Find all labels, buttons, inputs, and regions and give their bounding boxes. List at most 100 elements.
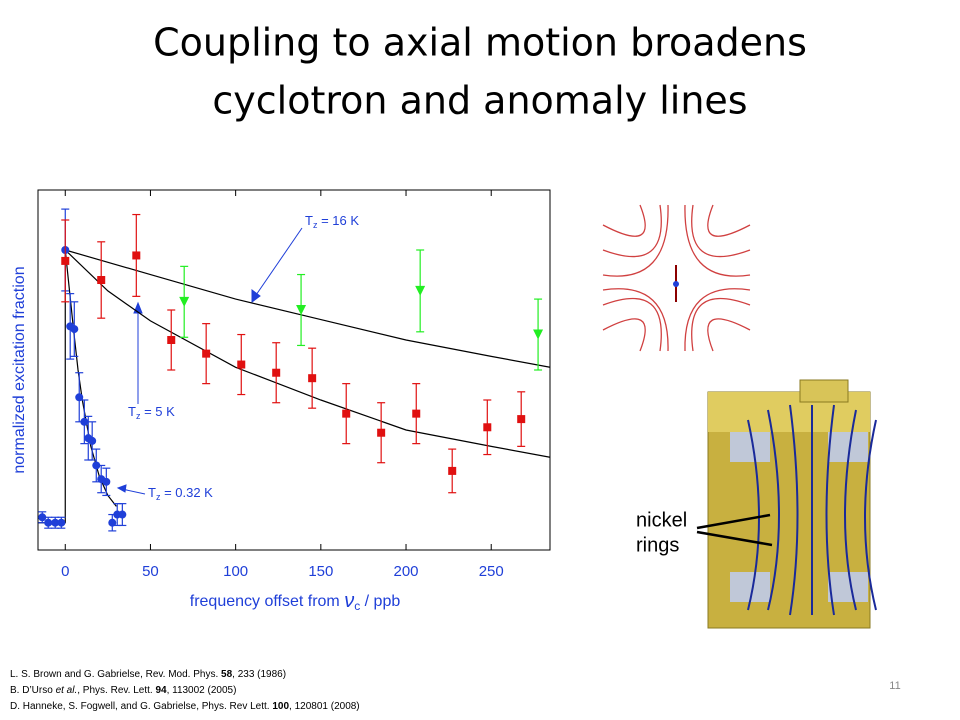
- point: [132, 251, 141, 260]
- arrow: [696, 513, 771, 530]
- point: [179, 296, 190, 307]
- ref-text: , 233 (1986): [232, 669, 286, 680]
- point: [377, 428, 386, 437]
- references: L. S. Brown and G. Gabrielse, Rev. Mod. …: [10, 669, 360, 712]
- ref-text: B. D’Urso: [10, 685, 56, 696]
- x-tick-label: 250: [479, 563, 504, 580]
- point: [75, 393, 84, 402]
- trap-label: nickel: [636, 509, 687, 531]
- point: [97, 276, 106, 284]
- reference: B. D’Urso et al., Phys. Rev. Lett. 94, 1…: [10, 685, 236, 696]
- ref-italic: et al.: [56, 685, 78, 696]
- slide-title: Coupling to axial motion broadens: [153, 21, 807, 65]
- point: [296, 305, 307, 315]
- point: [483, 423, 492, 432]
- annotation-text: T: [128, 404, 136, 419]
- arrowhead: [251, 289, 261, 303]
- point: [415, 285, 426, 296]
- ref-text: , Phys. Rev. Lett.: [77, 685, 155, 696]
- arrowhead: [116, 484, 127, 493]
- x-label-text: / ppb: [360, 593, 400, 610]
- point: [61, 256, 70, 265]
- point: [38, 513, 47, 522]
- x-axis-label: frequency offset from νc / ppb: [190, 590, 401, 613]
- fit-curves: [38, 249, 551, 524]
- reference: L. S. Brown and G. Gabrielse, Rev. Mod. …: [10, 669, 286, 680]
- x-tick-label: 0: [61, 563, 69, 580]
- annotation-text: T: [148, 485, 156, 500]
- x-tick-label: 50: [142, 563, 159, 580]
- plot-frame: [37, 189, 551, 551]
- point: [202, 349, 211, 358]
- fit-curve: [65, 249, 551, 368]
- field-line: [602, 288, 669, 352]
- field-lines-diagram: [602, 204, 751, 352]
- particle: [673, 281, 679, 287]
- field-line: [602, 204, 669, 277]
- field-line: [684, 288, 751, 352]
- ref-volume: 58: [221, 669, 233, 680]
- point: [448, 466, 457, 475]
- annotation-arrows: [116, 227, 303, 495]
- x-tick-label: 100: [223, 563, 248, 580]
- trap-window: [730, 432, 770, 462]
- point: [308, 374, 317, 383]
- ref-text: D. Hanneke, S. Fogwell, and G. Gabrielse…: [10, 701, 272, 712]
- trap-window: [828, 572, 868, 602]
- series: [61, 213, 526, 494]
- annotation-sub: z: [156, 492, 161, 502]
- point: [237, 360, 246, 369]
- point: [44, 518, 53, 527]
- ref-text: L. S. Brown and G. Gabrielse, Rev. Mod. …: [10, 669, 221, 680]
- annotation-text: = 5 K: [140, 404, 175, 419]
- series: [179, 249, 544, 371]
- ref-volume: 100: [272, 701, 289, 712]
- ref-text: , 120801 (2008): [289, 701, 360, 712]
- point: [108, 518, 117, 527]
- field-line: [684, 204, 751, 277]
- y-axis-label: normalized excitation fraction: [11, 266, 28, 473]
- point: [80, 417, 89, 426]
- point: [70, 325, 79, 334]
- ref-volume: 94: [155, 685, 167, 696]
- point: [342, 409, 351, 418]
- annotation-text: = 0.32 K: [160, 485, 213, 500]
- point: [88, 436, 97, 445]
- annotation: Tz = 5 K: [128, 404, 175, 421]
- point: [412, 409, 421, 418]
- page-number: 11: [889, 680, 900, 692]
- x-label-sub: c: [354, 599, 360, 613]
- ref-text: , 113002 (2005): [167, 685, 237, 696]
- arrow: [121, 488, 146, 495]
- point: [167, 336, 176, 344]
- annotation-text: T: [305, 213, 313, 228]
- x-label-text: frequency offset from: [190, 593, 344, 610]
- arrow: [253, 227, 303, 299]
- trap-label: rings: [636, 534, 679, 556]
- annotation-text: = 16 K: [317, 213, 359, 228]
- point: [57, 518, 66, 527]
- x-tick-label: 200: [394, 563, 419, 580]
- annotation: Tz = 16 K: [305, 213, 359, 230]
- point: [51, 518, 60, 527]
- reference: D. Hanneke, S. Fogwell, and G. Gabrielse…: [10, 701, 360, 712]
- annotation-sub: z: [313, 220, 318, 230]
- annotations: Tz = 16 K Tz = 5 K Tz = 0.32 K: [128, 213, 359, 502]
- series: [38, 208, 127, 532]
- trap-top: [799, 379, 849, 403]
- trap-drawing: [707, 379, 877, 629]
- annotation: Tz = 0.32 K: [148, 485, 213, 502]
- point: [517, 415, 526, 424]
- x-tick-label: 150: [308, 563, 333, 580]
- x-label-symbol: ν: [344, 590, 354, 612]
- slide-title: cyclotron and anomaly lines: [212, 79, 747, 123]
- point: [118, 510, 127, 519]
- fit-curve: [64, 249, 551, 458]
- point: [272, 368, 281, 377]
- point: [92, 461, 101, 470]
- arrow: [696, 530, 773, 547]
- point: [533, 329, 544, 340]
- trap-label-arrows: [696, 513, 773, 547]
- annotation-sub: z: [136, 411, 141, 421]
